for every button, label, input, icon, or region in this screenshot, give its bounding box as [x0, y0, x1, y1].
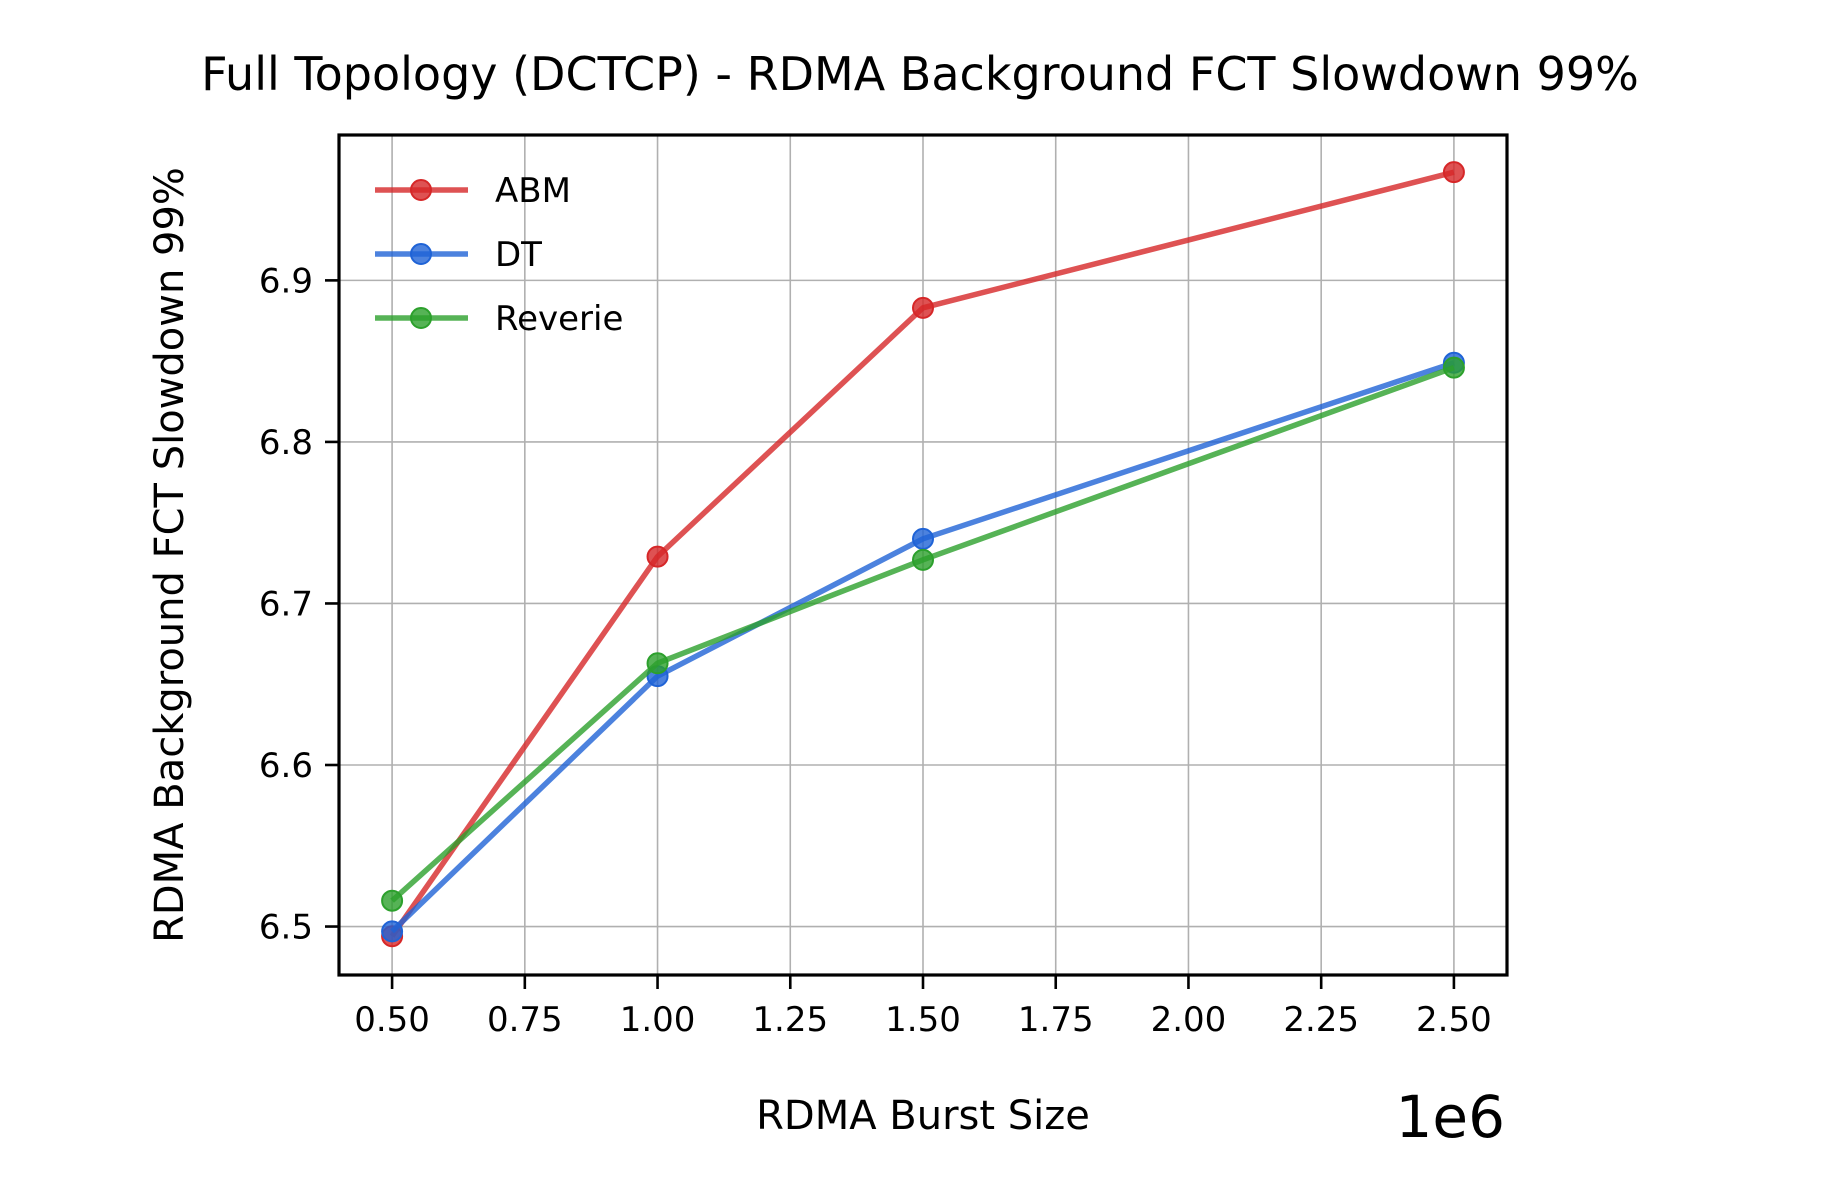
data-point-abm: [1442, 161, 1465, 184]
y-ticks: 6.5 6.6 6.7 6.8 6.9: [259, 261, 339, 948]
x-tick-label: 1.50: [885, 1000, 961, 1040]
x-tick-label: 2.50: [1416, 1000, 1492, 1040]
legend-swatch-marker-dt: [410, 243, 432, 265]
legend-label-reverie: Reverie: [495, 299, 623, 339]
legend-label-dt: DT: [495, 235, 542, 275]
y-tick-label: 6.5: [259, 908, 313, 948]
data-point-reverie: [381, 889, 404, 912]
x-tick-label: 0.75: [487, 1000, 563, 1040]
y-axis-label: RDMA Background FCT Slowdown 99%: [147, 167, 193, 943]
series-line-dt: [390, 360, 1455, 934]
x-tick-label: 1.75: [1018, 1000, 1094, 1040]
x-ticks: 0.50 0.75 1.00 1.25 1.50 1.75 2.00 2.25 2.50: [354, 975, 1492, 1040]
legend-swatch-marker-reverie: [410, 307, 432, 329]
data-point-reverie: [1442, 356, 1465, 379]
y-tick-label: 6.7: [259, 584, 313, 624]
legend-swatch-marker-abm: [410, 179, 432, 201]
x-tick-label: 2.25: [1283, 1000, 1359, 1040]
data-point-abm: [646, 545, 669, 568]
plot-frame: [337, 133, 1509, 977]
y-tick-label: 6.6: [259, 746, 313, 786]
legend: ABM DT Reverie: [375, 171, 623, 339]
y-tick-label: 6.9: [259, 261, 313, 301]
x-tick-label: 2.00: [1151, 1000, 1227, 1040]
x-tick-label: 1.25: [752, 1000, 828, 1040]
series-layer: [381, 161, 1465, 948]
data-point-dt: [912, 527, 934, 550]
series-line-abm: [389, 169, 1455, 938]
series-line-reverie: [390, 365, 1455, 903]
data-point-reverie: [912, 548, 934, 571]
data-point-dt: [381, 920, 404, 943]
data-point-reverie: [646, 652, 669, 675]
y-tick-label: 6.8: [259, 423, 313, 463]
x-axis-offset-label: 1e6: [1396, 1083, 1506, 1151]
x-tick-label: 0.50: [354, 1000, 430, 1040]
data-point-abm: [912, 296, 934, 319]
legend-label-abm: ABM: [495, 171, 571, 211]
chart-title: Full Topology (DCTCP) - RDMA Background …: [201, 47, 1639, 101]
x-tick-label: 1.00: [620, 1000, 696, 1040]
x-axis-label: RDMA Burst Size: [756, 1093, 1090, 1139]
